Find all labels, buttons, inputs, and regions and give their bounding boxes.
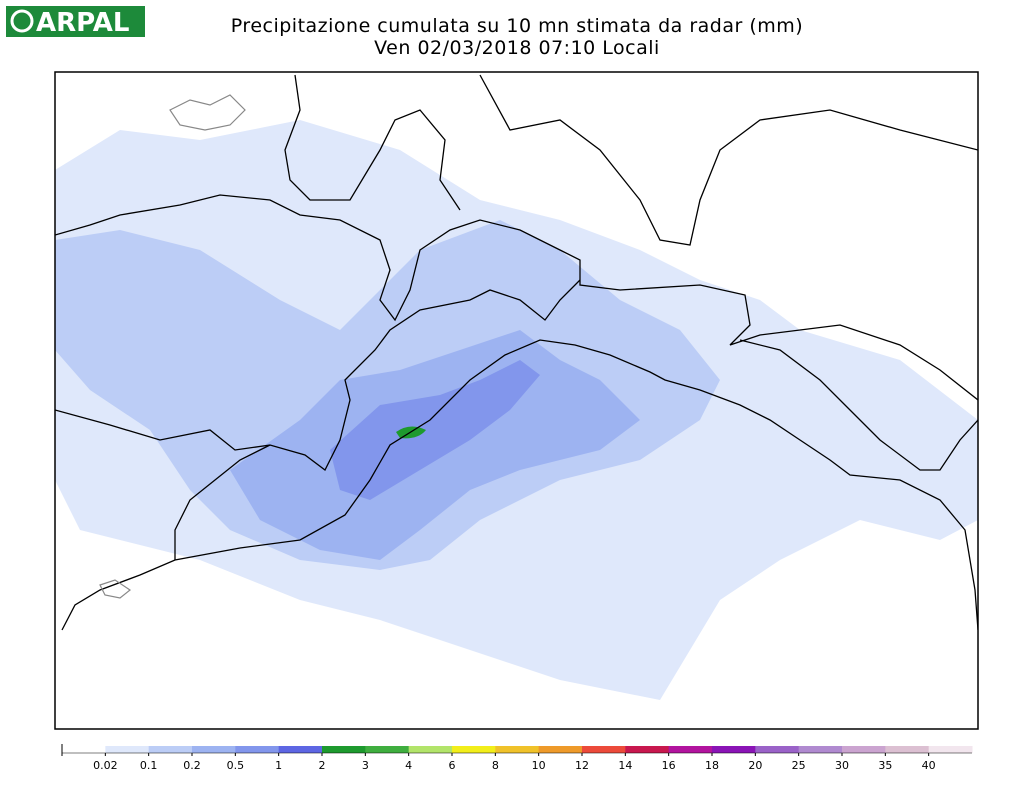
legend-swatch [278,746,323,753]
legend-swatch [148,746,193,753]
legend-label: 0.1 [140,759,158,772]
legend-swatch [62,746,106,753]
legend-swatch [495,746,540,753]
legend-swatch [755,746,800,753]
legend-label: 0.02 [93,759,118,772]
legend-label: 35 [878,759,892,772]
legend-label: 0.2 [183,759,201,772]
legend-swatch [668,746,713,753]
legend-label: 12 [575,759,589,772]
legend-swatch [625,746,670,753]
legend-label: 2 [319,759,326,772]
legend-swatch [452,746,496,753]
logo: ARPAL [6,6,145,38]
legend-swatch [408,746,453,753]
border-west [174,444,271,560]
legend-swatch [235,746,280,753]
legend-label: 25 [792,759,806,772]
legend: 0.02 0.1 0.2 0.5 1 2 3 4 6 8 10 12 14 16 18 20 25 30 35 40 [61,744,973,772]
legend-label: 40 [922,759,936,772]
legend-swatch [712,746,756,753]
logo-box [6,6,145,37]
legend-label: 4 [405,759,412,772]
title: Precipitazione cumulata su 10 mn stimata… [231,15,803,37]
border-north [284,74,461,211]
legend-label: 14 [618,759,632,772]
legend-label: 8 [492,759,499,772]
legend-label: 30 [835,759,849,772]
border-east [739,339,978,471]
legend-swatch [842,746,886,753]
legend-swatch [538,746,583,753]
legend-label: 18 [705,759,719,772]
legend-swatch [105,746,150,753]
lake [99,579,132,599]
legend-swatch [365,746,410,753]
region-border [55,194,978,401]
legend-label: 1 [275,759,282,772]
logo-text: ARPAL [36,8,130,38]
province-border [55,279,581,471]
legend-label: 10 [532,759,546,772]
legend-label: 16 [662,759,676,772]
lake [169,94,246,131]
legend-swatch [928,746,973,753]
rain-heavy [330,360,540,500]
legend-label: 3 [362,759,369,772]
border-northeast [479,74,978,246]
legend-label: 20 [748,759,762,772]
map [54,71,979,730]
legend-swatch [798,746,843,753]
logo-icon [10,9,34,33]
coastline [61,339,978,631]
legend-label: 6 [449,759,456,772]
legend-label: 0.5 [227,759,245,772]
legend-swatch [322,746,366,753]
subtitle: Ven 02/03/2018 07:10 Locali [374,37,660,59]
legend-swatch [885,746,930,753]
map-frame [54,71,979,730]
legend-swatch [192,746,236,753]
legend-swatch [582,746,626,753]
